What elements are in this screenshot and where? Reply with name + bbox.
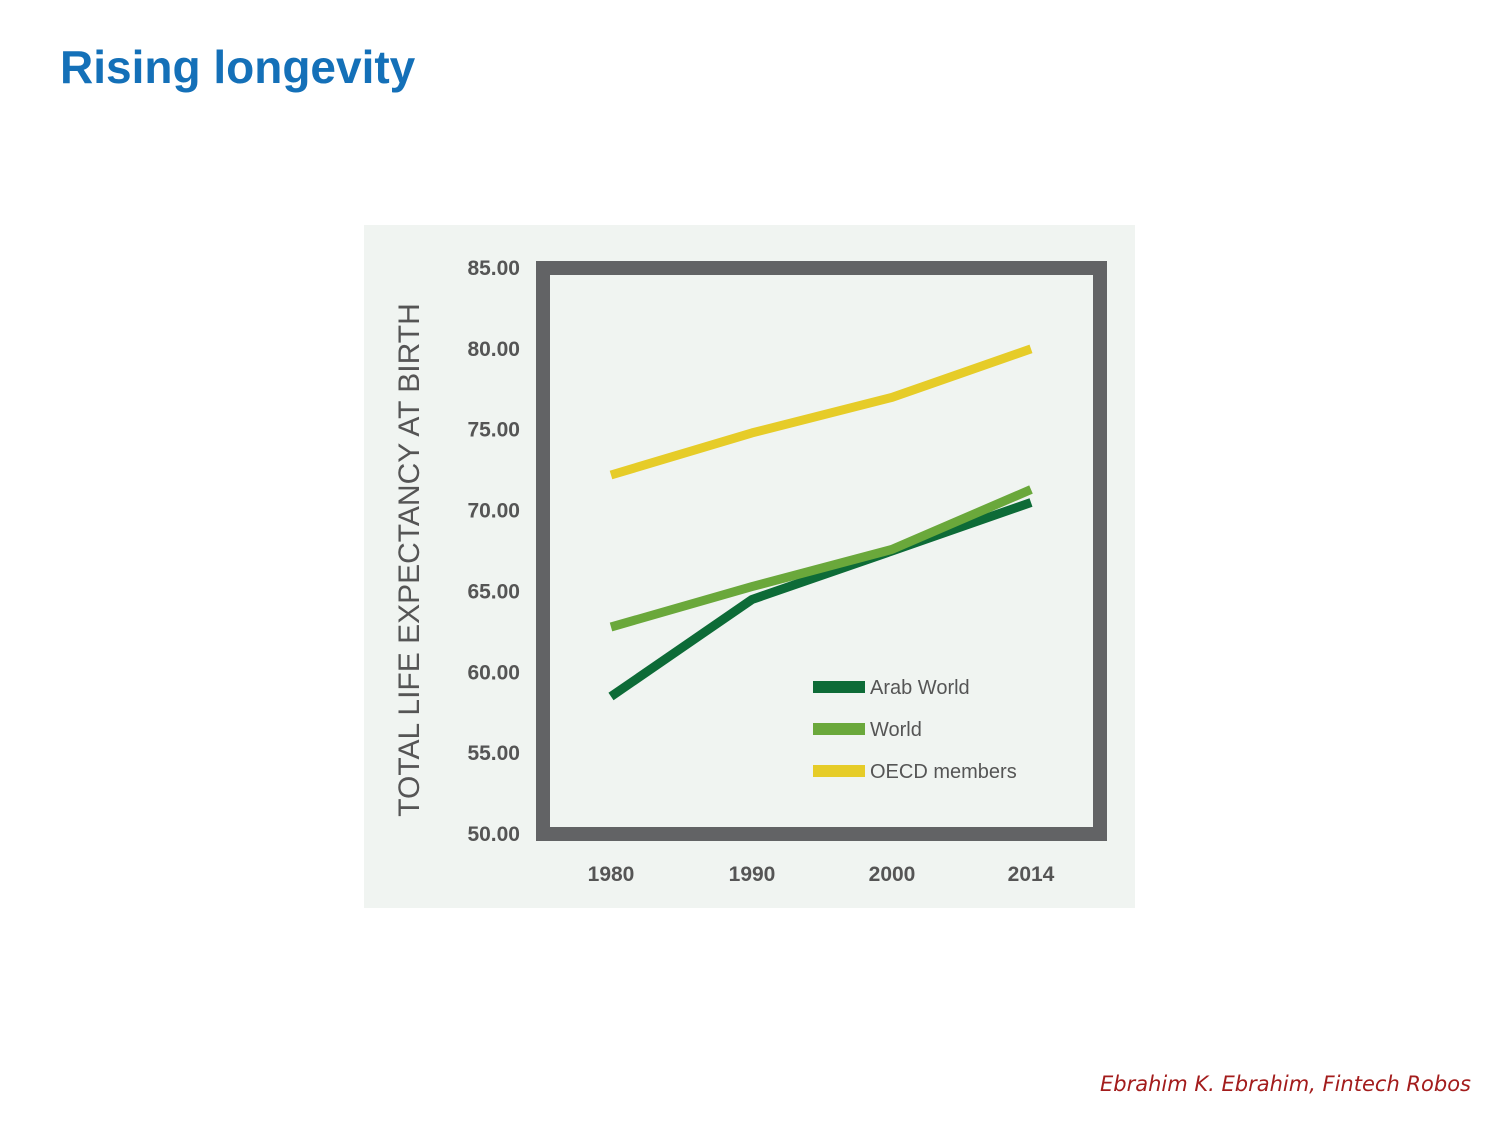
legend-label: World bbox=[870, 719, 922, 741]
legend-swatch bbox=[813, 765, 865, 777]
x-tick-label: 1980 bbox=[588, 863, 635, 886]
y-axis-ticks: 50.00 55.00 60.00 65.00 70.00 75.00 80.00 85.00 bbox=[467, 257, 520, 846]
y-tick-label: 80.00 bbox=[467, 338, 520, 361]
y-tick-label: 85.00 bbox=[467, 257, 520, 280]
x-tick-label: 2014 bbox=[1008, 863, 1055, 886]
legend: Arab World World OECD members bbox=[813, 677, 1017, 783]
x-axis-ticks: 1980 1990 2000 2014 bbox=[588, 863, 1055, 886]
y-tick-label: 50.00 bbox=[467, 823, 520, 846]
series-line-arab-world bbox=[608, 498, 1033, 701]
legend-swatch bbox=[813, 681, 865, 693]
footer-credit: Ebrahim K. Ebrahim, Fintech Robos bbox=[1099, 1072, 1471, 1096]
y-tick-label: 70.00 bbox=[467, 500, 520, 523]
legend-label: Arab World bbox=[870, 677, 970, 699]
life-expectancy-chart: TOTAL LIFE EXPECTANCY AT BIRTH 50.00 55.0… bbox=[393, 257, 1107, 886]
series-line-world bbox=[609, 485, 1033, 632]
plot-frame bbox=[536, 261, 1107, 841]
chart-panel: TOTAL LIFE EXPECTANCY AT BIRTH 50.00 55.0… bbox=[364, 225, 1135, 908]
x-tick-label: 1990 bbox=[729, 863, 776, 886]
y-tick-label: 75.00 bbox=[467, 419, 520, 442]
series-lines bbox=[608, 344, 1033, 701]
y-axis-label: TOTAL LIFE EXPECTANCY AT BIRTH bbox=[393, 303, 426, 816]
y-tick-label: 60.00 bbox=[467, 661, 520, 684]
y-tick-label: 65.00 bbox=[467, 580, 520, 603]
legend-label: OECD members bbox=[870, 761, 1017, 783]
slide-title: Rising longevity bbox=[60, 41, 416, 93]
x-tick-label: 2000 bbox=[869, 863, 916, 886]
legend-swatch bbox=[813, 723, 865, 735]
y-tick-label: 55.00 bbox=[467, 742, 520, 765]
series-line-oecd-members bbox=[609, 344, 1033, 480]
